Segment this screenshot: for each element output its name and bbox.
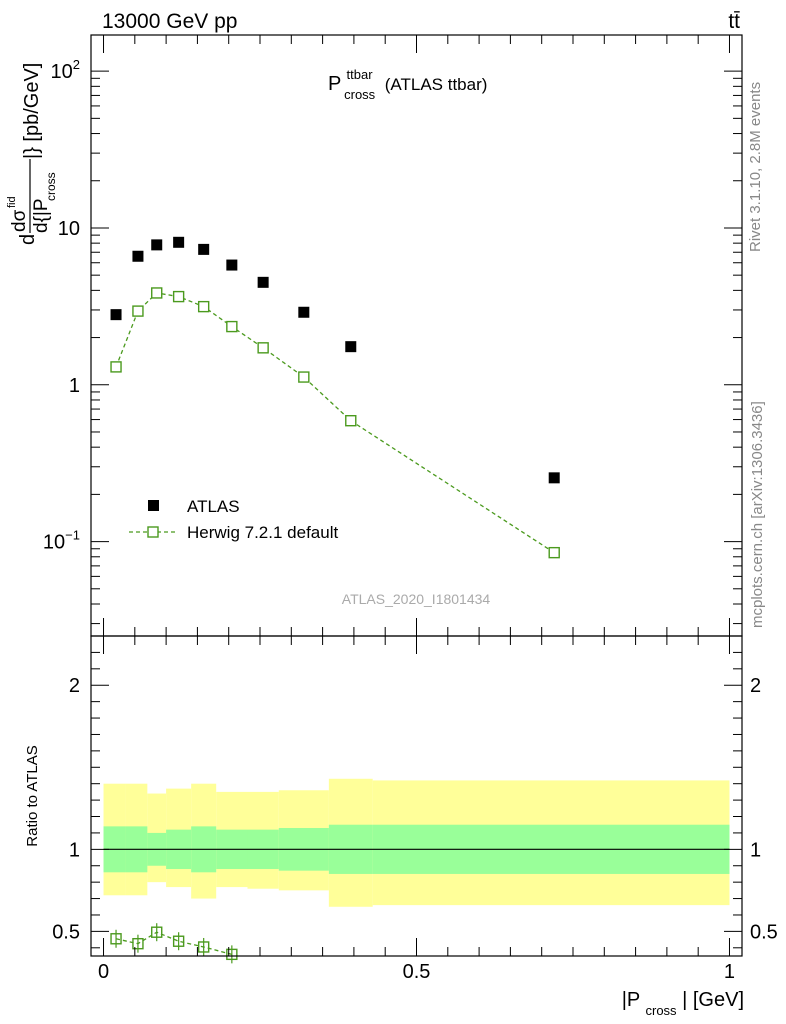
herwig-data-point: [257, 342, 269, 354]
main-y-ticks: 10−1 1 10 102: [43, 57, 742, 625]
y-label-denominator-sub: cross: [44, 172, 58, 201]
ratio-y-tick-label-right: 2: [750, 675, 761, 697]
x-label-suffix: | [GeV]: [682, 989, 744, 1011]
ratio-herwig-markers: [110, 923, 238, 964]
ratio-y-tick-label-right: 0.5: [750, 921, 778, 943]
atlas-data-point: [151, 239, 163, 251]
herwig-data-point: [345, 415, 357, 427]
herwig-data-point: [298, 371, 310, 383]
analysis-id: ATLAS_2020_I1801434: [342, 591, 491, 607]
ratio-herwig-point: [132, 937, 144, 950]
atlas-data-point: [132, 250, 144, 262]
atlas-data-point: [198, 243, 210, 255]
plot-title: P ttbar cross (ATLAS ttbar): [328, 62, 487, 104]
main-y-tick-label: 102: [51, 57, 80, 83]
y-label-denominator: d{|P: [31, 198, 52, 233]
herwig-data-point: [172, 290, 185, 303]
atlas-data-point: [226, 259, 238, 271]
x-tick-label: 1: [724, 961, 735, 983]
ratio-panel: 0.5 0.51 12 2 0 0.5 1 Ratio to ATLAS |P cross…: [24, 635, 778, 1020]
main-y-tick-label: 10−1: [43, 528, 80, 554]
ratio-y-axis-label: Ratio to ATLAS: [24, 745, 41, 846]
herwig-markers: [110, 287, 560, 559]
y-label-fid: fid: [6, 196, 18, 208]
atlas-data-point: [173, 236, 185, 248]
ratio-herwig-point: [197, 941, 210, 953]
atlas-data-point: [345, 341, 357, 353]
ratio-x-ticks: 0 0.5 1: [98, 636, 735, 983]
main-y-tick-label: 10: [58, 218, 80, 240]
herwig-curve: [115, 292, 555, 554]
atlas-markers: [110, 236, 560, 484]
rivet-label: Rivet 3.1.10, 2.8M events: [747, 82, 764, 252]
ratio-herwig-point: [226, 948, 238, 961]
main-y-axis-label: d dσ fid d{|P cross |} [pb/GeV]: [6, 63, 58, 245]
atlas-data-point: [298, 306, 310, 318]
y-label-units: |} [pb/GeV]: [21, 63, 43, 159]
ratio-herwig-point: [110, 933, 122, 945]
ratio-y-ticks: 0.5 0.5 1 1 2 2: [52, 635, 778, 949]
legend: ATLAS Herwig 7.2.1 default: [129, 497, 338, 542]
plot-title-sup: ttbar: [347, 67, 374, 82]
plot-title-sub: cross: [344, 87, 376, 102]
x-label-sub: cross: [645, 1003, 677, 1018]
herwig-data-point: [197, 300, 210, 313]
x-tick-label: 0.5: [403, 961, 431, 983]
legend-atlas-marker: [148, 500, 159, 511]
main-x-ticks: [103, 35, 730, 636]
legend-herwig-marker: [147, 526, 159, 538]
main-panel: 10−1 1 10 102 P ttbar cross (ATLAS ttbar) d…: [6, 34, 743, 637]
legend-herwig-label: Herwig 7.2.1 default: [187, 523, 338, 542]
y-label-dsigma: dσ: [9, 209, 30, 232]
ratio-y-tick-label-left: 1: [69, 839, 80, 861]
y-label-d: d: [17, 234, 39, 245]
ratio-y-tick-label-left: 0.5: [52, 921, 80, 943]
herwig-data-point: [132, 305, 144, 317]
atlas-data-point: [548, 472, 560, 484]
ratio-y-tick-label-left: 2: [69, 675, 80, 697]
main-y-tick-label: 1: [69, 375, 80, 397]
x-axis-label: |P cross | [GeV]: [622, 989, 744, 1020]
ratio-herwig-point: [151, 926, 163, 938]
source-label: mcplots.cern.ch [arXiv:1306.3436]: [749, 401, 766, 628]
ratio-uncertainty-bands: [103, 778, 730, 907]
process-label: tt̄: [728, 10, 740, 33]
plot-title-p: P: [328, 73, 341, 95]
herwig-data-point: [110, 361, 122, 373]
herwig-data-point: [226, 320, 238, 333]
plot-title-suffix: (ATLAS ttbar): [385, 75, 488, 94]
herwig-data-point: [548, 546, 560, 559]
ratio-herwig-point: [172, 935, 185, 947]
x-tick-label: 0: [98, 961, 109, 983]
legend-atlas-label: ATLAS: [187, 497, 240, 516]
herwig-data-point: [151, 287, 163, 299]
x-label-prefix: |P: [622, 989, 640, 1011]
energy-label: 13000 GeV pp: [102, 10, 237, 33]
atlas-data-point: [257, 276, 269, 288]
atlas-data-point: [110, 309, 122, 321]
ratio-y-tick-label-right: 1: [750, 839, 761, 861]
main-plot-frame: [90, 34, 743, 637]
